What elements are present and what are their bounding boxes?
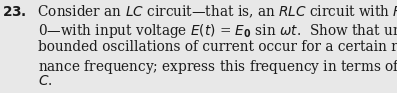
Text: $\mathit{C}$.: $\mathit{C}$. [38, 74, 53, 88]
Text: nance frequency; express this frequency in terms of $\mathit{L}$ and: nance frequency; express this frequency … [38, 58, 397, 76]
Text: 0—with input voltage $\mathit{E}(\mathit{t})$ = $\mathit{E}_{\mathbf{0}}$ sin $\: 0—with input voltage $\mathit{E}(\mathit… [38, 22, 397, 40]
Text: bounded oscillations of current occur for a certain reso-: bounded oscillations of current occur fo… [38, 40, 397, 54]
Text: $\mathbf{23.}$  Consider an $\mathit{LC}$ circuit—that is, an $\mathit{RLC}$ cir: $\mathbf{23.}$ Consider an $\mathit{LC}$… [2, 4, 397, 20]
